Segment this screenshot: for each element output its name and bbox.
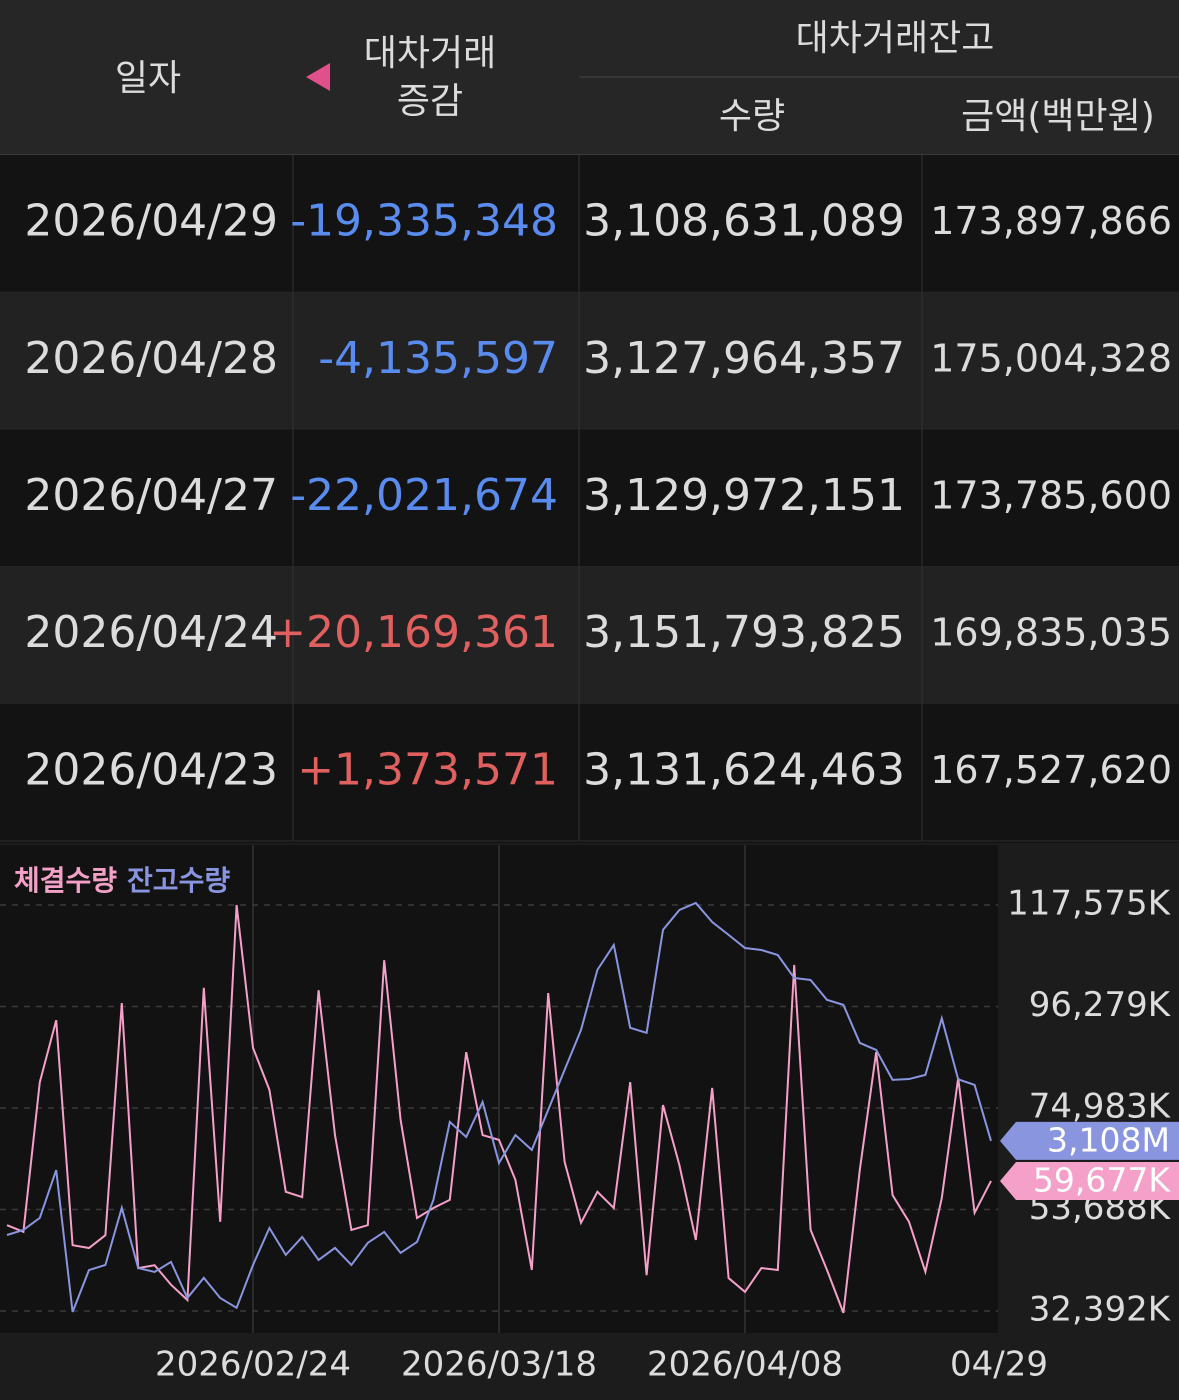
header-quantity: 수량 xyxy=(719,96,785,137)
value-label: 3,108M xyxy=(1047,1120,1170,1159)
y-tick-label: 32,392K xyxy=(1029,1289,1172,1329)
row-bg xyxy=(0,703,1179,841)
header-date: 일자 xyxy=(115,58,181,99)
date-cell: 2026/04/29 xyxy=(24,196,278,247)
date-cell: 2026/04/24 xyxy=(24,607,278,658)
row-bg xyxy=(0,292,1179,430)
value-badge xyxy=(1000,1121,1179,1160)
amount-cell: 173,897,866 xyxy=(930,199,1172,243)
date-cell: 2026/04/23 xyxy=(24,744,278,795)
quantity-cell: 3,129,972,151 xyxy=(583,470,905,521)
value-badge xyxy=(1000,1161,1179,1200)
quantity-cell: 3,151,793,825 xyxy=(583,607,905,658)
header-amount: 금액(백만원) xyxy=(961,96,1155,137)
legend-entry: 잔고수량 xyxy=(127,864,230,897)
series-line xyxy=(6,904,992,1314)
amount-cell: 169,835,035 xyxy=(930,611,1172,655)
x-tick-label: 04/29 xyxy=(950,1345,1048,1385)
y-tick-label: 96,279K xyxy=(1029,985,1172,1025)
quantity-cell: 3,108,631,089 xyxy=(583,196,905,247)
y-tick-label: 117,575K xyxy=(1007,883,1172,923)
chart: 2026/02/24 2026/03/18 2026/04/08 04/29 32,39… xyxy=(0,845,1179,1385)
row-bg xyxy=(0,155,1179,293)
amount-cell: 173,785,600 xyxy=(930,474,1172,518)
header-change: 증감 xyxy=(397,81,463,122)
quantity-cell: 3,131,624,463 xyxy=(583,744,905,795)
header-change: 대차거래 xyxy=(364,33,496,74)
value-label: 59,677K xyxy=(1033,1160,1171,1199)
amount-cell: 175,004,328 xyxy=(930,336,1172,380)
x-tick-label: 2026/03/18 xyxy=(401,1345,597,1385)
table-body: 2026/04/29 -19,335,348 3,108,631,089 173,89… xyxy=(0,155,1179,842)
row-bg xyxy=(0,429,1179,567)
change-cell: +1,373,571 xyxy=(297,744,558,795)
quantity-cell: 3,127,964,357 xyxy=(583,333,905,384)
legend-entry: 체결수량 xyxy=(14,864,117,897)
row-bg xyxy=(0,566,1179,704)
date-cell: 2026/04/28 xyxy=(24,333,278,384)
x-tick-label: 2026/02/24 xyxy=(155,1345,351,1385)
date-cell: 2026/04/27 xyxy=(24,470,278,521)
change-cell: +20,169,361 xyxy=(269,607,558,658)
sort-arrow[interactable] xyxy=(306,63,330,91)
change-cell: -22,021,674 xyxy=(290,470,558,521)
change-cell: -19,335,348 xyxy=(290,196,558,247)
header-balance: 대차거래잔고 xyxy=(796,18,995,59)
series-line xyxy=(6,901,992,1313)
amount-cell: 167,527,620 xyxy=(930,748,1172,792)
change-cell: -4,135,597 xyxy=(318,333,558,384)
x-tick-label: 2026/04/08 xyxy=(647,1345,843,1385)
y-tick-label: 74,983K xyxy=(1029,1087,1172,1127)
